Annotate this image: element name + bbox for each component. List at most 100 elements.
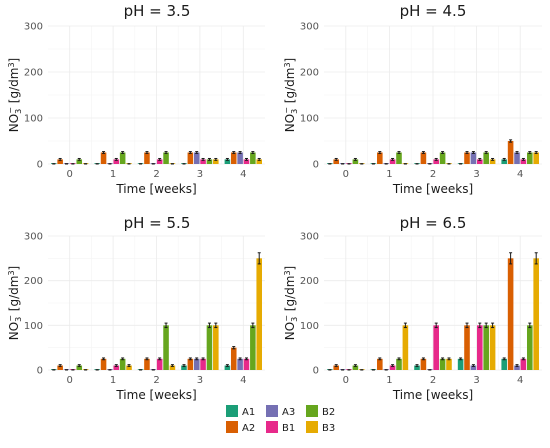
bar — [187, 358, 194, 370]
error-bar — [478, 322, 482, 329]
bar — [237, 358, 243, 370]
y-axis-label-part: [g/dm — [283, 276, 297, 315]
error-bar — [225, 157, 229, 161]
error-bar — [207, 322, 211, 329]
panel-title: pH = 5.5 — [124, 214, 191, 232]
x-tick-label: 4 — [517, 169, 523, 180]
error-bar — [127, 364, 131, 367]
error-bar — [484, 151, 488, 154]
y-tick-label: 100 — [300, 114, 319, 125]
error-bar — [391, 364, 395, 367]
bar — [193, 358, 200, 370]
y-axis-label-part: 3 — [14, 109, 23, 114]
bar — [169, 365, 176, 370]
bar — [206, 159, 213, 164]
y-axis-label-part: 3 — [7, 270, 16, 275]
y-axis-label-part: 3 — [14, 317, 23, 322]
x-tick-label: 1 — [386, 375, 392, 386]
legend-item: B1 — [266, 421, 295, 434]
legend-swatch — [306, 405, 318, 417]
error-bar — [158, 357, 162, 361]
x-tick-label: 0 — [67, 169, 73, 180]
error-bar — [225, 364, 229, 367]
bar — [520, 358, 527, 370]
error-bar — [77, 157, 81, 161]
y-axis-label-part: 3 — [290, 317, 299, 322]
error-bar — [232, 346, 236, 350]
error-bar — [353, 364, 357, 367]
error-bar — [201, 157, 205, 161]
legend-item: A2 — [226, 421, 255, 434]
y-axis-label-part: [g/dm — [283, 68, 297, 107]
error-bar — [121, 151, 125, 154]
error-bar — [465, 151, 469, 154]
error-bar — [491, 322, 495, 329]
error-bar — [58, 157, 62, 161]
bar — [352, 159, 359, 164]
bar — [100, 152, 107, 164]
error-bar — [528, 322, 532, 329]
x-tick-label: 3 — [473, 169, 479, 180]
legend-swatch — [266, 405, 278, 417]
error-bar — [509, 252, 513, 265]
bar — [477, 325, 483, 370]
y-axis-label-part: ] — [283, 266, 297, 271]
bar — [119, 152, 126, 164]
legend-swatch — [226, 421, 238, 433]
bar — [156, 358, 163, 370]
legend-label: B3 — [322, 423, 335, 434]
error-bar — [114, 364, 118, 367]
x-tick-label: 2 — [153, 169, 159, 180]
y-axis-label-part: [g/dm — [7, 68, 21, 107]
bar — [113, 159, 120, 164]
error-bar — [238, 357, 242, 361]
x-axis-label: Time [weeks] — [392, 388, 473, 402]
error-bar — [182, 364, 186, 367]
y-axis-label-part: ] — [283, 58, 297, 63]
y-axis-label-part: ] — [7, 266, 21, 271]
y-tick-label: 200 — [300, 68, 319, 79]
bar — [501, 358, 508, 370]
error-bar — [195, 357, 199, 361]
bar — [507, 141, 514, 164]
error-bar — [484, 322, 488, 329]
bar — [237, 152, 243, 164]
error-bar — [434, 322, 438, 329]
y-axis-label: NO3− [g/dm3] — [282, 266, 299, 340]
y-axis-label-part: [g/dm — [7, 276, 21, 315]
error-bar — [521, 357, 525, 361]
legend-item: B3 — [306, 421, 335, 434]
error-bar — [421, 151, 425, 154]
x-tick-label: 3 — [197, 375, 203, 386]
bar — [181, 365, 187, 370]
error-bar — [447, 357, 451, 361]
y-tick-label: 300 — [300, 22, 319, 33]
x-tick-label: 0 — [67, 375, 73, 386]
x-tick-label: 2 — [430, 169, 436, 180]
y-tick-label: 0 — [313, 366, 319, 377]
error-bar — [257, 252, 261, 265]
error-bar — [502, 157, 506, 161]
legend-item: A1 — [226, 405, 255, 418]
bar — [243, 358, 250, 370]
bar — [457, 358, 464, 370]
bar — [420, 358, 427, 370]
error-bar — [459, 357, 463, 361]
chart-panel: 0 100 200 300 0 1 2 3 4 pH = 3.5 Time [weeks] NO3− … — [6, 2, 265, 196]
error-bar — [441, 357, 445, 361]
error-bar — [238, 151, 242, 154]
y-tick-label: 0 — [313, 160, 319, 171]
bar — [533, 152, 539, 164]
error-bar — [188, 357, 192, 361]
error-bar — [164, 322, 168, 329]
bar — [526, 152, 533, 164]
x-tick-label: 4 — [240, 375, 246, 386]
error-bar — [251, 151, 255, 154]
x-axis-label: Time [weeks] — [115, 388, 196, 402]
y-axis-label-part: NO — [7, 114, 21, 132]
y-axis-label-part: − — [6, 315, 15, 322]
bar — [250, 325, 256, 370]
error-bar — [397, 357, 401, 361]
